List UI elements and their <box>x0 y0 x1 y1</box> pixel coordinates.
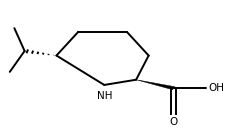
Text: OH: OH <box>208 83 224 93</box>
Polygon shape <box>136 80 175 90</box>
Text: NH: NH <box>96 91 112 101</box>
Text: O: O <box>169 117 178 127</box>
